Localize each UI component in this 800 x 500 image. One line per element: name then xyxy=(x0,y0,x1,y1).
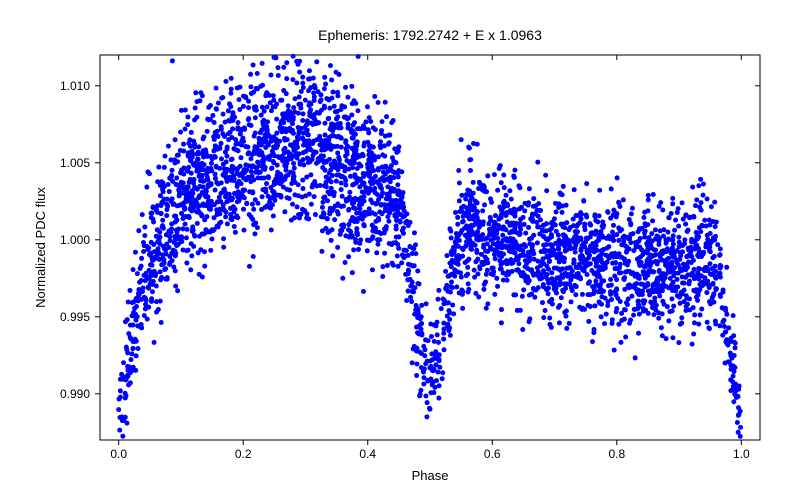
x-tick-label: 0.8 xyxy=(608,447,625,461)
scatter-chart: 0.0 0.2 0.4 0.6 0.8 1.0 0.990 0.995 1.000 1.005 1.… xyxy=(0,0,800,500)
x-tick-label: 1.0 xyxy=(733,447,750,461)
y-tick-label: 0.990 xyxy=(60,387,90,401)
y-tick-label: 1.000 xyxy=(60,233,90,247)
y-tick-label: 0.995 xyxy=(60,310,90,324)
x-tick-label: 0.2 xyxy=(235,447,252,461)
y-tick-label: 1.005 xyxy=(60,156,90,170)
x-tick-label: 0.6 xyxy=(484,447,501,461)
y-tick-label: 1.010 xyxy=(60,79,90,93)
chart-title: Ephemeris: 1792.2742 + E x 1.0963 xyxy=(318,27,542,43)
x-tick-label: 0.0 xyxy=(110,447,127,461)
y-axis-label: Normalized PDC flux xyxy=(33,187,48,308)
chart-container: 0.0 0.2 0.4 0.6 0.8 1.0 0.990 0.995 1.000 1.005 1.… xyxy=(0,0,800,500)
x-axis-label: Phase xyxy=(412,468,449,483)
x-tick-label: 0.4 xyxy=(359,447,376,461)
